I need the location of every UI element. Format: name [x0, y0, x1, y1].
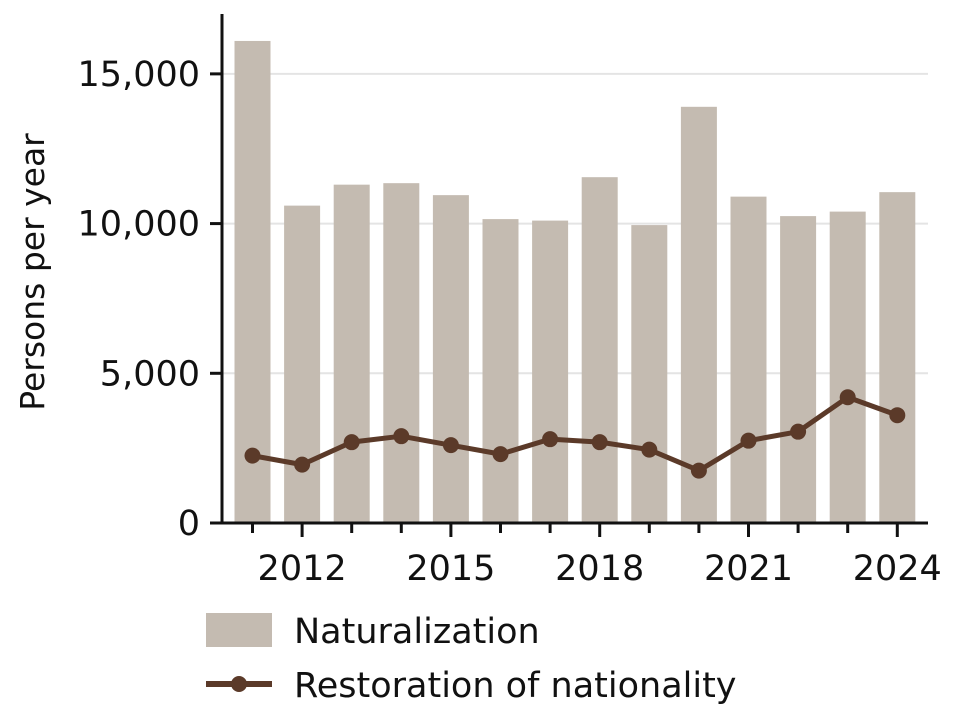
y-tick-label-2: 10,000	[78, 205, 200, 245]
bar-2022	[780, 216, 817, 523]
restoration-series-line	[252, 394, 899, 474]
point-2015	[442, 437, 459, 454]
point-2017	[542, 431, 559, 448]
legend-label-restoration: Restoration of nationality	[294, 666, 737, 706]
point-2023	[839, 389, 856, 406]
point-2022	[790, 423, 807, 440]
point-2013	[343, 434, 360, 451]
point-2012	[294, 456, 311, 473]
y-tick-label-0: 0	[178, 504, 200, 544]
x-tick-labels: 2012 2015 2018 2021 2024	[258, 549, 942, 589]
bar-2019	[631, 225, 668, 523]
bar-2017	[532, 220, 569, 523]
bar-2020	[680, 106, 717, 523]
point-2014	[393, 428, 410, 445]
point-2024	[889, 407, 906, 424]
bar-2018	[581, 177, 618, 523]
bar-2023	[829, 211, 866, 524]
bar-2024	[879, 192, 916, 523]
bar-2011	[234, 40, 271, 524]
bar-2014	[383, 183, 420, 523]
bar-2012	[284, 205, 321, 523]
point-2016	[492, 446, 509, 463]
legend-swatch-naturalization	[206, 613, 272, 647]
point-2020	[690, 462, 707, 479]
x-tick-label-0: 2012	[258, 549, 347, 589]
bar-2013	[333, 184, 370, 523]
x-tick-label-1: 2015	[406, 549, 495, 589]
y-tick-label-3: 15,000	[78, 55, 200, 95]
point-2018	[591, 434, 608, 451]
point-2021	[740, 432, 757, 449]
point-2011	[244, 447, 261, 464]
legend: Naturalization Restoration of nationalit…	[206, 612, 737, 706]
restoration-line	[244, 389, 906, 479]
bar-2016	[482, 219, 519, 524]
point-2019	[641, 441, 658, 458]
bar-2015	[432, 195, 469, 524]
legend-swatch-restoration-marker	[231, 676, 247, 692]
y-tick-labels: 0 5,000 10,000 15,000	[78, 55, 200, 544]
naturalization-bars	[234, 40, 916, 524]
gridlines	[222, 72, 928, 375]
x-tick-label-4: 2024	[853, 549, 942, 589]
legend-label-naturalization: Naturalization	[294, 612, 540, 652]
x-tick-label-3: 2021	[704, 549, 793, 589]
y-axis-title: Persons per year	[13, 133, 52, 411]
y-tick-label-1: 5,000	[100, 354, 200, 394]
axes	[210, 14, 928, 537]
bar-2021	[730, 196, 767, 523]
x-tick-label-2: 2018	[555, 549, 644, 589]
